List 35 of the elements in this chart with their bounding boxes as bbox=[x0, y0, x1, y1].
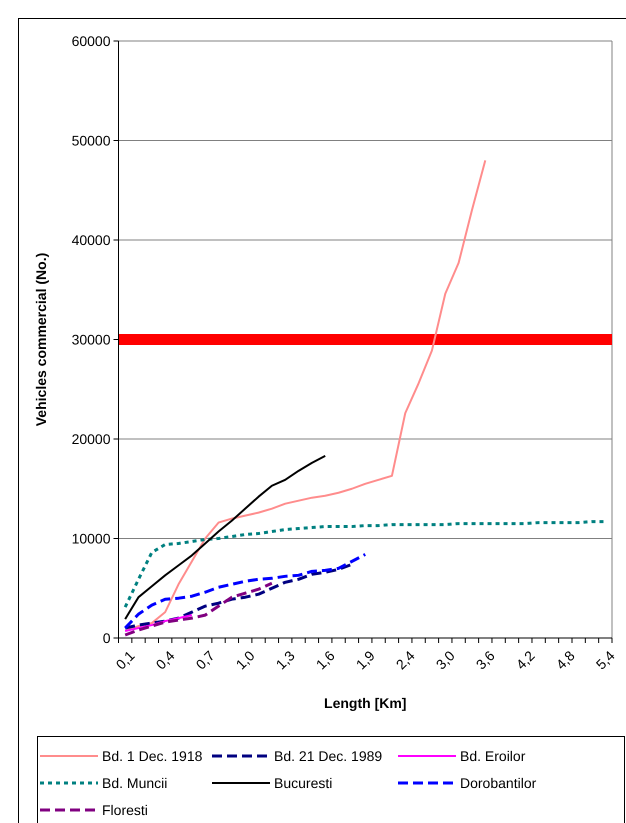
x-tick-label: 1,3 bbox=[272, 647, 298, 672]
y-tick-label: 20000 bbox=[72, 430, 111, 447]
y-tick-label: 60000 bbox=[72, 32, 111, 49]
legend-label: Dorobantilor bbox=[460, 774, 537, 791]
line-series bbox=[124, 552, 367, 630]
legend-label: Bd. 21 Dec. 1989 bbox=[274, 748, 382, 764]
x-tick-label: 0,4 bbox=[152, 647, 178, 672]
x-tick-label: 3,6 bbox=[472, 647, 498, 672]
x-tick-label: 2,4 bbox=[392, 647, 418, 672]
x-tick-label: 1,0 bbox=[232, 647, 258, 672]
legend-label: Bucuresti bbox=[274, 774, 332, 791]
x-tick-label: 1,9 bbox=[352, 647, 378, 672]
x-tick-label: 1,6 bbox=[312, 647, 338, 672]
y-tick-label: 40000 bbox=[72, 232, 111, 248]
x-tick-label: 0,1 bbox=[112, 647, 138, 672]
x-tick-label: 5,4 bbox=[592, 647, 618, 672]
x-tick-label: 4,8 bbox=[552, 647, 578, 672]
x-tick-label: 0,7 bbox=[192, 647, 218, 672]
legend-label: Floresti bbox=[102, 802, 148, 818]
legend-label: Bd. 1 Dec. 1918 bbox=[102, 748, 203, 764]
y-tick-label: 30000 bbox=[72, 331, 111, 348]
y-axis-title: Vehicles commercial (No.) bbox=[33, 252, 49, 426]
x-tick-label: 4,2 bbox=[512, 647, 538, 672]
line-series bbox=[124, 454, 326, 620]
x-tick-label: 3,0 bbox=[432, 647, 458, 672]
line-series bbox=[124, 582, 274, 637]
y-tick-label: 50000 bbox=[72, 132, 111, 148]
x-axis-title: Length [Km] bbox=[324, 695, 406, 711]
legend-label: Bd. Muncii bbox=[102, 774, 168, 791]
legend-label: Bd. Eroilor bbox=[460, 748, 526, 764]
line-series bbox=[124, 159, 486, 632]
line-series bbox=[124, 562, 354, 630]
y-tick-label: 0 bbox=[102, 630, 111, 646]
line-series bbox=[124, 614, 193, 632]
y-tick-label: 10000 bbox=[72, 530, 111, 546]
